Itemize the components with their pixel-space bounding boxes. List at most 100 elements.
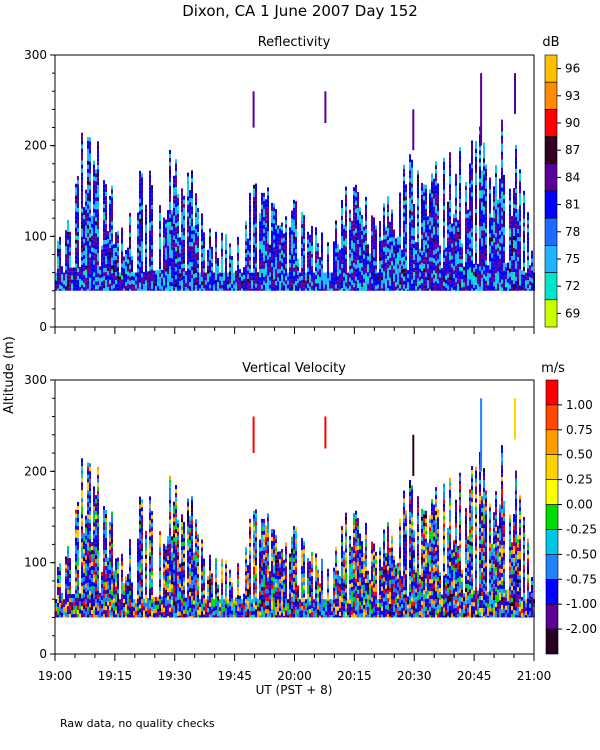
heatmap-cell (483, 226, 485, 231)
heatmap-cell (149, 190, 151, 195)
heatmap-cell (339, 257, 341, 262)
heatmap-cell (179, 237, 181, 242)
heatmap-cell (137, 264, 139, 269)
heatmap-cell (363, 230, 365, 235)
heatmap-cell (437, 207, 439, 212)
heatmap-cell (367, 284, 369, 289)
heatmap-cell (509, 188, 511, 193)
heatmap-cell (75, 279, 77, 284)
heatmap-cell (201, 289, 203, 291)
heatmap-cell (447, 225, 449, 230)
heatmap-cell (527, 276, 529, 281)
heatmap-cell (89, 463, 91, 468)
heatmap-cell (97, 610, 99, 615)
heatmap-cell (57, 268, 59, 273)
heatmap-cell (515, 232, 517, 237)
heatmap-cell (83, 227, 85, 232)
heatmap-cell (97, 213, 99, 218)
heatmap-cell (59, 579, 61, 584)
heatmap-cell (415, 246, 417, 251)
heatmap-cell (71, 598, 73, 603)
heatmap-cell (95, 567, 97, 572)
heatmap-cell (483, 150, 485, 155)
heatmap-cell (87, 566, 89, 571)
heatmap-cell (95, 181, 97, 186)
heatmap-cell (201, 257, 203, 262)
heatmap-cell (357, 192, 359, 196)
y-tick-label: 100 (24, 229, 47, 243)
heatmap-cell (281, 250, 283, 255)
heatmap-cell (105, 248, 107, 253)
heatmap-cell (93, 220, 95, 225)
heatmap-cell (303, 259, 305, 264)
heatmap-cell (161, 281, 163, 286)
heatmap-cell (87, 256, 89, 261)
heatmap-cell (435, 189, 437, 194)
heatmap-cell (215, 275, 217, 280)
heatmap-cell (175, 267, 177, 272)
heatmap-cell (85, 559, 87, 564)
heatmap-cell (77, 228, 79, 233)
heatmap-cell (463, 266, 465, 271)
heatmap-cell (397, 268, 399, 273)
heatmap-cell (85, 587, 87, 592)
heatmap-cell (117, 243, 119, 248)
heatmap-cell (63, 607, 65, 612)
heatmap-cell (483, 198, 485, 203)
heatmap-cell (77, 200, 79, 205)
heatmap-cell (365, 248, 367, 253)
heatmap-cell (295, 265, 297, 270)
heatmap-cell (469, 179, 471, 184)
heatmap-cell (423, 216, 425, 221)
heatmap-cell (217, 262, 219, 266)
heatmap-cell (413, 220, 415, 224)
heatmap-cell (449, 164, 451, 169)
heatmap-cell (93, 610, 95, 615)
heatmap-cell (217, 290, 219, 291)
heatmap-cell (471, 244, 473, 249)
heatmap-cell (481, 186, 483, 191)
heatmap-cell (151, 265, 153, 270)
heatmap-cell (87, 598, 89, 603)
heatmap-cell (233, 272, 235, 277)
heatmap-cell (303, 251, 305, 256)
heatmap-cell (307, 231, 309, 236)
heatmap-cell (169, 258, 171, 262)
heatmap-cell (467, 229, 469, 234)
heatmap-cell (217, 270, 219, 274)
heatmap-cell (495, 233, 497, 238)
heatmap-cell (83, 581, 85, 586)
heatmap-cell (89, 519, 91, 524)
heatmap-cell (509, 276, 511, 281)
heatmap-cell (253, 184, 255, 189)
heatmap-cell (111, 233, 113, 238)
heatmap-cell (169, 262, 171, 266)
heatmap-cell (243, 275, 245, 280)
heatmap-cell (195, 225, 197, 230)
heatmap-cell (403, 196, 405, 201)
heatmap-cell (289, 275, 291, 280)
heatmap-cell (237, 244, 239, 249)
heatmap-cell (75, 223, 77, 228)
heatmap-cell (515, 164, 517, 169)
heatmap-cell (105, 260, 107, 265)
heatmap-cell (497, 247, 499, 252)
heatmap-cell (87, 522, 89, 527)
heatmap-cell (207, 257, 209, 262)
heatmap-cell (483, 178, 485, 183)
heatmap-cell (391, 241, 393, 246)
heatmap-cell (177, 285, 179, 290)
heatmap-cell (373, 277, 375, 282)
heatmap-cell (427, 264, 429, 269)
heatmap-cell (155, 274, 157, 279)
heatmap-cell (291, 270, 293, 275)
heatmap-cell (405, 228, 407, 233)
heatmap-cell (419, 288, 421, 291)
heatmap-cell (91, 227, 93, 232)
heatmap-cell (273, 267, 275, 272)
heatmap-cell (383, 239, 385, 244)
heatmap-cell (433, 238, 435, 243)
heatmap-cell (83, 577, 85, 582)
heatmap-cell (481, 266, 483, 271)
heatmap-cell (479, 242, 481, 247)
